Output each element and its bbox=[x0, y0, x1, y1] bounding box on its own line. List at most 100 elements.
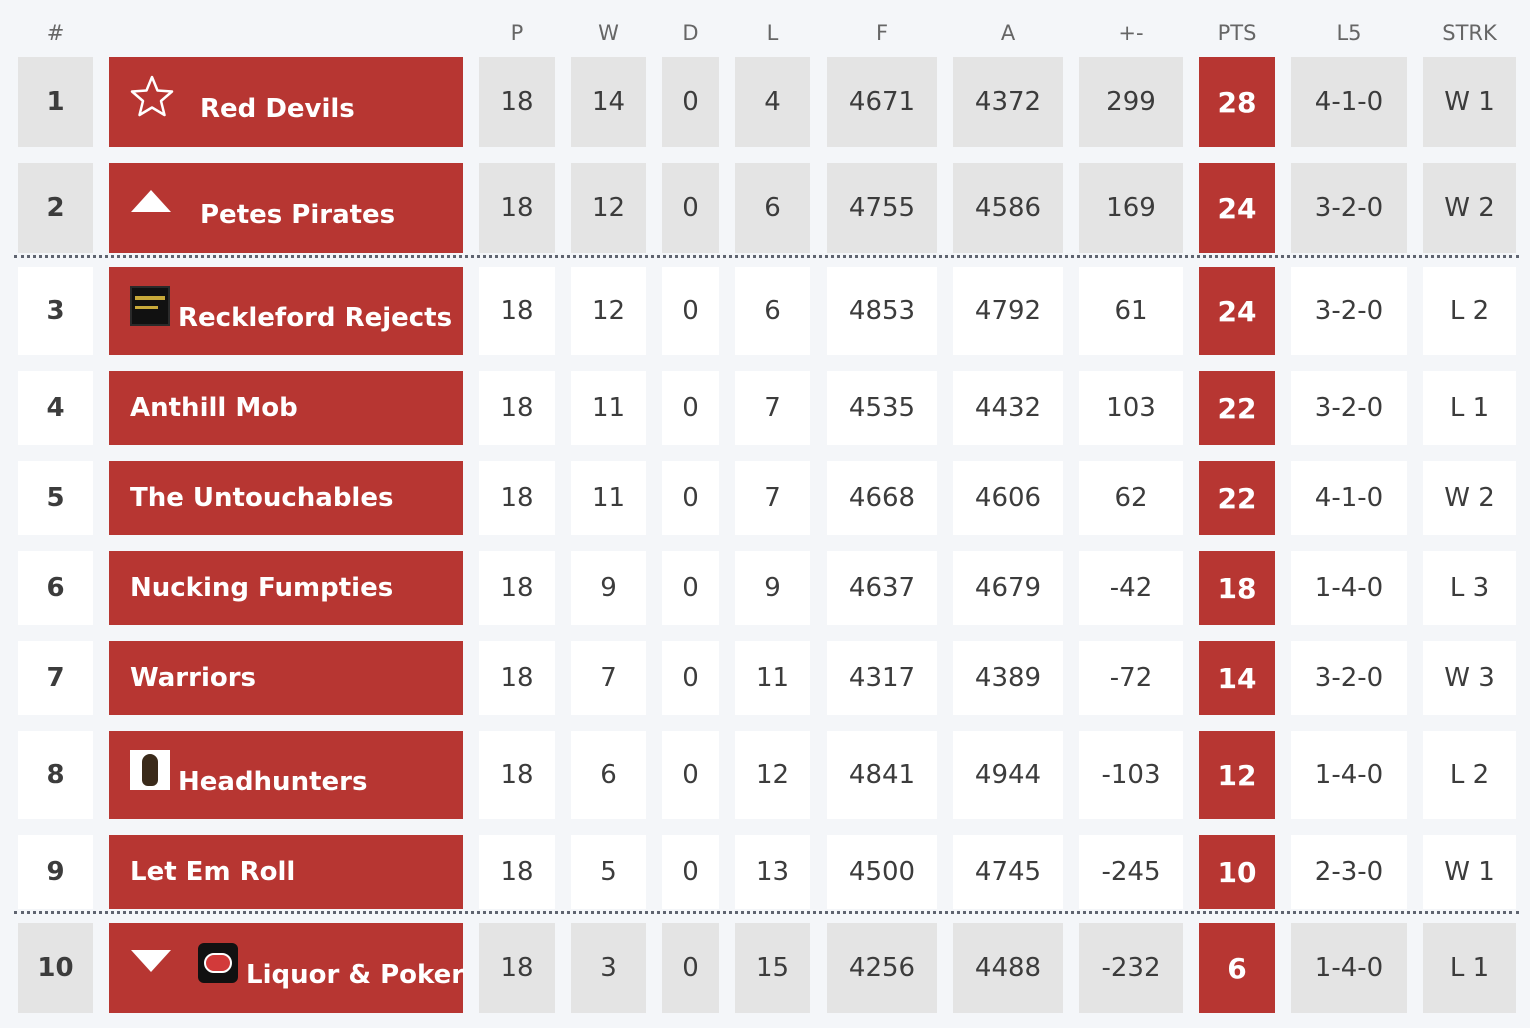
table-row[interactable]: 4 18 11 0 7 4535 4432 103 22 3-2-0 L 1 Anthill Mob bbox=[0, 371, 1530, 445]
star-icon bbox=[130, 74, 174, 118]
l-cell: 12 bbox=[735, 731, 810, 819]
down-arrow-icon bbox=[130, 948, 172, 974]
f-cell: 4637 bbox=[827, 551, 937, 625]
d-cell: 0 bbox=[662, 923, 719, 1013]
team-name-cell[interactable]: Petes Pirates bbox=[109, 163, 463, 253]
w-cell: 12 bbox=[571, 163, 646, 253]
rank-cell: 3 bbox=[18, 267, 93, 355]
diff-cell: -245 bbox=[1079, 835, 1183, 909]
team-name[interactable]: Headhunters bbox=[178, 767, 368, 797]
pts-cell: 10 bbox=[1199, 835, 1275, 909]
team-name-cell[interactable]: Liquor & Poker bbox=[109, 923, 465, 1013]
promotion-divider bbox=[14, 255, 1519, 258]
table-row[interactable]: 10 18 3 0 15 4256 4488 -232 6 1-4-0 L 1 Liquor & Po… bbox=[0, 923, 1530, 1013]
d-cell: 0 bbox=[662, 461, 719, 535]
team-name-cell[interactable]: Red Devils bbox=[109, 57, 463, 147]
p-cell: 18 bbox=[479, 731, 555, 819]
pts-cell: 22 bbox=[1199, 461, 1275, 535]
p-cell: 18 bbox=[479, 57, 555, 147]
p-cell: 18 bbox=[479, 641, 555, 715]
d-cell: 0 bbox=[662, 641, 719, 715]
team-name-cell[interactable]: Headhunters bbox=[109, 731, 463, 819]
up-arrow-icon bbox=[130, 188, 172, 214]
w-cell: 5 bbox=[571, 835, 646, 909]
table-row[interactable]: 7 18 7 0 11 4317 4389 -72 14 3-2-0 W 3 Warriors bbox=[0, 641, 1530, 715]
strk-cell: L 2 bbox=[1423, 267, 1516, 355]
a-cell: 4944 bbox=[953, 731, 1063, 819]
a-cell: 4586 bbox=[953, 163, 1063, 253]
team-name[interactable]: Nucking Fumpties bbox=[130, 573, 394, 603]
rank-cell: 2 bbox=[18, 163, 93, 253]
rank-cell: 1 bbox=[18, 57, 93, 147]
f-cell: 4668 bbox=[827, 461, 937, 535]
l5-cell: 4-1-0 bbox=[1291, 57, 1407, 147]
f-cell: 4317 bbox=[827, 641, 937, 715]
table-row[interactable]: 2 18 12 0 6 4755 4586 169 24 3-2-0 W 2 Petes Pirate… bbox=[0, 163, 1530, 253]
d-cell: 0 bbox=[662, 267, 719, 355]
a-cell: 4488 bbox=[953, 923, 1063, 1013]
l-cell: 15 bbox=[735, 923, 810, 1013]
team-name-cell[interactable]: Let Em Roll bbox=[109, 835, 463, 909]
rank-cell: 5 bbox=[18, 461, 93, 535]
a-cell: 4389 bbox=[953, 641, 1063, 715]
l-cell: 13 bbox=[735, 835, 810, 909]
diff-cell: -232 bbox=[1079, 923, 1183, 1013]
diff-cell: -72 bbox=[1079, 641, 1183, 715]
table-row[interactable]: 5 18 11 0 7 4668 4606 62 22 4-1-0 W 2 The Untouchab… bbox=[0, 461, 1530, 535]
relegation-divider bbox=[14, 911, 1519, 914]
l-cell: 7 bbox=[735, 461, 810, 535]
p-cell: 18 bbox=[479, 371, 555, 445]
team-name[interactable]: Anthill Mob bbox=[130, 393, 298, 423]
team-logo bbox=[130, 286, 170, 326]
a-cell: 4745 bbox=[953, 835, 1063, 909]
rank-cell: 4 bbox=[18, 371, 93, 445]
pts-cell: 6 bbox=[1199, 923, 1275, 1013]
team-name-cell[interactable]: Nucking Fumpties bbox=[109, 551, 463, 625]
a-cell: 4432 bbox=[953, 371, 1063, 445]
d-cell: 0 bbox=[662, 163, 719, 253]
column-header-l5: L5 bbox=[1336, 21, 1362, 45]
team-name[interactable]: Red Devils bbox=[200, 94, 355, 124]
team-name-cell[interactable]: The Untouchables bbox=[109, 461, 463, 535]
rank-cell: 6 bbox=[18, 551, 93, 625]
strk-cell: W 2 bbox=[1423, 163, 1516, 253]
pts-cell: 12 bbox=[1199, 731, 1275, 819]
table-row[interactable]: 1 18 14 0 4 4671 4372 299 28 4-1-0 W 1 Red Devils bbox=[0, 57, 1530, 147]
team-name[interactable]: Petes Pirates bbox=[200, 200, 396, 230]
l-cell: 7 bbox=[735, 371, 810, 445]
l5-cell: 1-4-0 bbox=[1291, 551, 1407, 625]
l5-cell: 3-2-0 bbox=[1291, 163, 1407, 253]
strk-cell: L 1 bbox=[1423, 923, 1516, 1013]
pts-cell: 28 bbox=[1199, 57, 1275, 147]
team-name[interactable]: Reckleford Rejects bbox=[178, 303, 453, 333]
diff-cell: 169 bbox=[1079, 163, 1183, 253]
table-row[interactable]: 9 18 5 0 13 4500 4745 -245 10 2-3-0 W 1 Let Em Roll bbox=[0, 835, 1530, 909]
l5-cell: 3-2-0 bbox=[1291, 371, 1407, 445]
diff-cell: 61 bbox=[1079, 267, 1183, 355]
team-name-cell[interactable]: Anthill Mob bbox=[109, 371, 463, 445]
table-row[interactable]: 6 18 9 0 9 4637 4679 -42 18 1-4-0 L 3 Nucking Fumpt… bbox=[0, 551, 1530, 625]
column-header-p: P bbox=[510, 21, 524, 45]
team-name-cell[interactable]: Warriors bbox=[109, 641, 463, 715]
diff-cell: 103 bbox=[1079, 371, 1183, 445]
team-logo bbox=[198, 943, 238, 983]
table-row[interactable]: 3 18 12 0 6 4853 4792 61 24 3-2-0 L 2 Reckleford Re… bbox=[0, 267, 1530, 355]
strk-cell: W 3 bbox=[1423, 641, 1516, 715]
column-header-strk: STRK bbox=[1442, 21, 1497, 45]
diff-cell: -42 bbox=[1079, 551, 1183, 625]
p-cell: 18 bbox=[479, 551, 555, 625]
team-name[interactable]: Warriors bbox=[130, 663, 257, 693]
team-name[interactable]: Liquor & Poker bbox=[246, 960, 465, 990]
team-name-cell[interactable]: Reckleford Rejects bbox=[109, 267, 463, 355]
team-name[interactable]: Let Em Roll bbox=[130, 857, 296, 887]
pts-cell: 14 bbox=[1199, 641, 1275, 715]
f-cell: 4841 bbox=[827, 731, 937, 819]
table-row[interactable]: 8 18 6 0 12 4841 4944 -103 12 1-4-0 L 2 Headhunters bbox=[0, 731, 1530, 819]
p-cell: 18 bbox=[479, 461, 555, 535]
l5-cell: 3-2-0 bbox=[1291, 267, 1407, 355]
column-header-a: A bbox=[1000, 21, 1016, 45]
diff-cell: 299 bbox=[1079, 57, 1183, 147]
team-name[interactable]: The Untouchables bbox=[130, 483, 394, 513]
strk-cell: W 1 bbox=[1423, 57, 1516, 147]
